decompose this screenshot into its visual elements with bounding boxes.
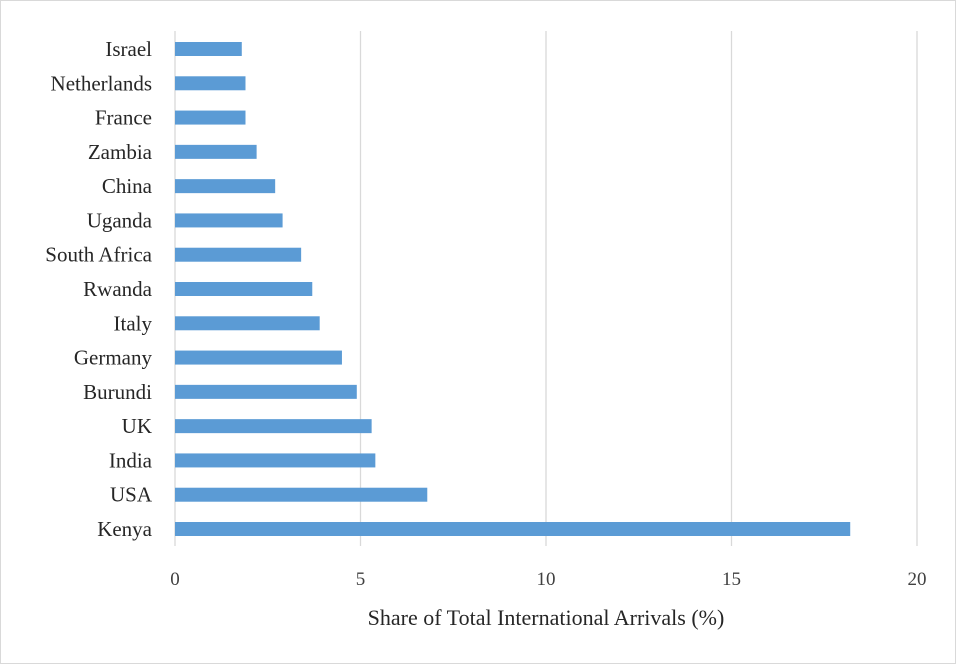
x-axis-title: Share of Total International Arrivals (%… — [368, 605, 725, 630]
bar-uk — [175, 419, 372, 434]
category-label: Netherlands — [51, 71, 152, 95]
x-tick-labels: 0 5 10 15 20 — [170, 569, 926, 590]
bar-uganda — [175, 213, 283, 228]
category-label: Germany — [74, 346, 153, 370]
x-tick-label: 0 — [170, 569, 180, 590]
bar-rwanda — [175, 282, 313, 296]
x-tick-label: 15 — [722, 569, 741, 590]
category-label: Uganda — [87, 208, 153, 232]
bar-france — [175, 110, 246, 125]
category-label: China — [102, 174, 153, 198]
bar-germany — [175, 350, 342, 365]
bar-usa — [175, 487, 428, 502]
x-tick-label: 10 — [537, 569, 556, 590]
category-label: Italy — [114, 311, 153, 335]
bars — [175, 42, 851, 536]
bar-zambia — [175, 144, 257, 159]
bar-south-africa — [175, 247, 302, 262]
bar-kenya — [175, 522, 851, 536]
bar-burundi — [175, 384, 357, 399]
bar-china — [175, 179, 276, 194]
bar-netherlands — [175, 76, 246, 91]
category-label: Burundi — [83, 380, 152, 404]
bar-israel — [175, 42, 242, 56]
category-label: Zambia — [88, 140, 153, 164]
category-label: Rwanda — [83, 277, 152, 301]
category-label: UK — [122, 414, 152, 438]
x-tick-label: 20 — [908, 569, 927, 590]
category-label: Kenya — [97, 517, 152, 541]
bar-india — [175, 453, 376, 468]
category-labels: Kenya USA India UK Burundi Germany Italy Rwanda… — [45, 37, 153, 541]
category-label: Israel — [105, 37, 152, 61]
x-tick-label: 5 — [356, 569, 366, 590]
category-label: USA — [110, 483, 153, 507]
category-label: France — [95, 106, 152, 130]
category-label: South Africa — [45, 243, 152, 267]
bar-italy — [175, 316, 320, 331]
category-label: India — [109, 448, 153, 472]
